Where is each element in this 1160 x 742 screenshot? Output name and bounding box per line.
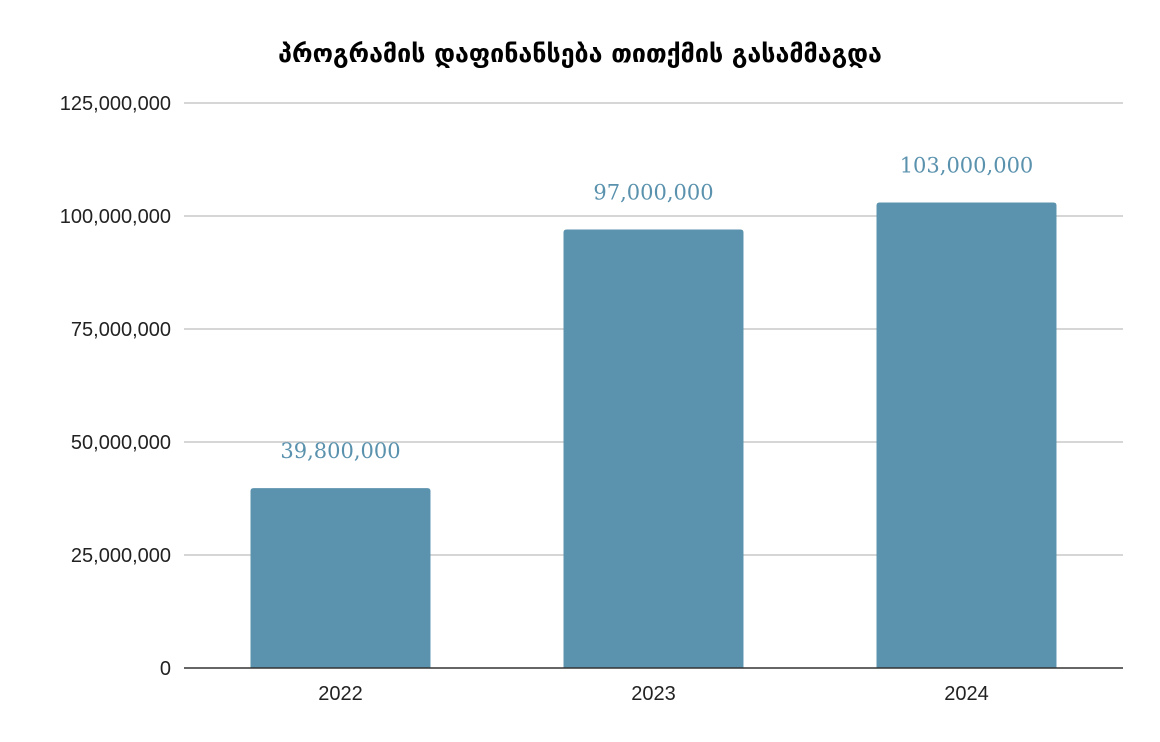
bar-2023 — [563, 229, 744, 668]
x-tick-label: 2022 — [318, 683, 363, 705]
data-labels: 39,800,000 97,000,000 103,000,000 — [280, 153, 1033, 463]
bar-2022 — [250, 488, 431, 668]
y-tick-label: 125,000,000 — [60, 93, 171, 115]
y-tick-label: 75,000,000 — [71, 319, 171, 341]
x-tick-label: 2024 — [944, 683, 989, 705]
y-tick-label: 100,000,000 — [60, 206, 171, 228]
y-tick-label: 50,000,000 — [71, 432, 171, 454]
axes: 0 25,000,000 50,000,000 75,000,000 100,000,0… — [60, 93, 1123, 705]
data-label-2022: 39,800,000 — [280, 439, 400, 463]
bars — [250, 202, 1057, 668]
x-tick-label: 2023 — [631, 683, 676, 705]
data-label-2024: 103,000,000 — [900, 153, 1034, 177]
chart-title: პროგრამის დაფინანსება თითქმის გასამმაგდა — [278, 39, 882, 68]
data-label-2023: 97,000,000 — [593, 181, 713, 205]
y-tick-label: 25,000,000 — [71, 545, 171, 567]
y-tick-label: 0 — [160, 658, 171, 680]
bar-2024 — [876, 202, 1057, 668]
